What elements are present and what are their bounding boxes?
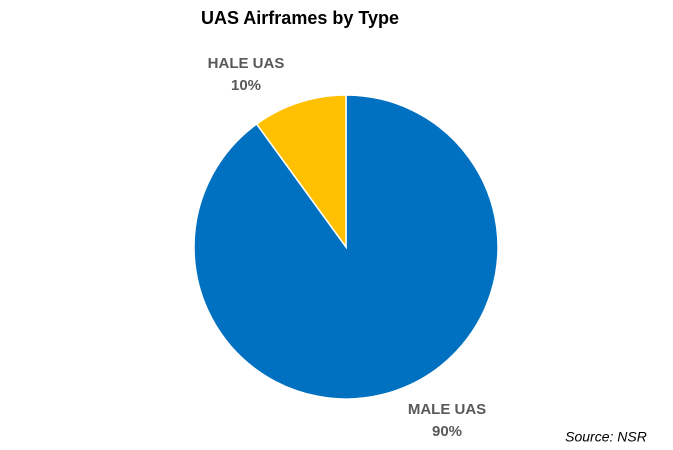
slice-label: HALE UAS (208, 55, 285, 72)
slice-label: MALE UAS (408, 401, 486, 418)
slice-value-label: 90% (432, 423, 462, 440)
pie-slice (255, 94, 347, 250)
chart-title: UAS Airframes by Type (201, 8, 399, 28)
source-note: Source: NSR (565, 429, 647, 445)
slice-value-label: 10% (231, 77, 261, 94)
